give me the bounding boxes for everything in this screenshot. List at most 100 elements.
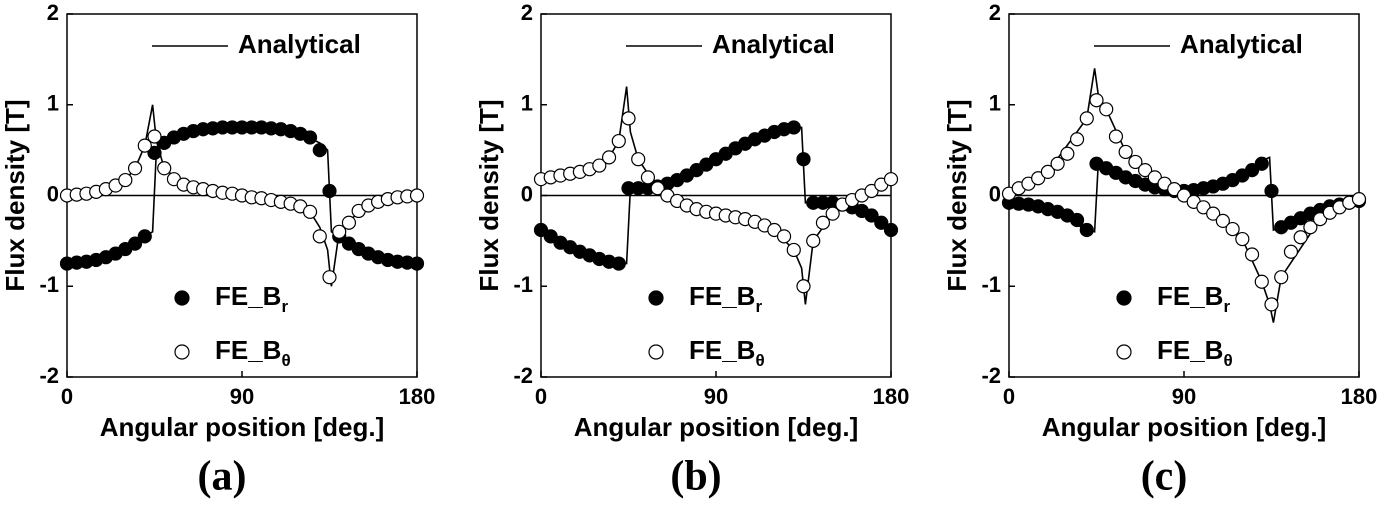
legend-marker xyxy=(1116,344,1132,360)
fe-marker xyxy=(1069,212,1085,228)
fe-marker xyxy=(1264,183,1279,199)
fe-marker xyxy=(1118,144,1133,160)
fe-marker xyxy=(806,233,821,248)
x-tick-label: 0 xyxy=(61,384,73,409)
legend-name: FE_B xyxy=(215,335,281,365)
fe-marker xyxy=(137,229,152,244)
fe-marker xyxy=(786,120,801,135)
legend-subscript: r xyxy=(1223,297,1230,316)
fe-marker xyxy=(825,206,840,221)
fe-marker xyxy=(621,111,636,126)
y-tick-label: -2 xyxy=(39,363,59,388)
panel: -2 -1 0 1 2 0 90 180 Angular position [deg.] Flux… xyxy=(0,0,435,500)
fe-marker xyxy=(611,133,626,149)
fe-marker xyxy=(1303,220,1318,235)
fe-marker xyxy=(650,181,665,196)
x-tick-label: 0 xyxy=(1003,384,1015,409)
panel: -2 -1 0 1 2 0 90 180 Angular position [deg.] Flux… xyxy=(942,0,1377,500)
x-axis-label: Angular position [deg.] xyxy=(100,412,385,442)
y-tick-label: 0 xyxy=(521,181,533,206)
fe-marker xyxy=(127,236,143,251)
y-tick-label: 0 xyxy=(47,181,59,206)
fe-marker xyxy=(1176,188,1192,203)
legend-name: FE_B xyxy=(1157,335,1223,365)
fe-marker xyxy=(1293,230,1308,245)
fe-marker xyxy=(883,222,899,238)
x-tick-label: 180 xyxy=(399,384,436,409)
fe-marker xyxy=(1351,192,1367,207)
y-tick-label: 2 xyxy=(521,0,533,25)
fe-marker xyxy=(611,256,626,271)
fe-marker xyxy=(1215,213,1230,229)
fe-marker xyxy=(1283,244,1299,259)
fe-marker xyxy=(322,183,337,199)
y-tick-label: 1 xyxy=(989,91,1001,116)
fe-marker xyxy=(1264,297,1279,312)
legend-marker xyxy=(174,344,190,360)
y-tick-label: -1 xyxy=(981,272,1001,297)
legend-label: FE_Bθ xyxy=(689,335,765,371)
legend-name: FE_B xyxy=(689,335,755,365)
panel-caption: (c) xyxy=(1141,454,1188,500)
fe-marker xyxy=(1254,274,1269,289)
legend-label: Analytical xyxy=(712,29,835,59)
legend-marker xyxy=(648,344,664,360)
panel-caption: (a) xyxy=(198,454,247,500)
fe-marker xyxy=(815,215,831,230)
fe-marker xyxy=(1031,171,1046,186)
fe-marker xyxy=(1167,182,1182,197)
fe-marker xyxy=(118,172,133,188)
fe-marker xyxy=(1196,200,1211,215)
fe-marker xyxy=(1089,93,1104,108)
legend-marker xyxy=(648,290,664,306)
x-tick-label: 90 xyxy=(1172,384,1196,409)
fe-marker xyxy=(1079,222,1094,238)
y-tick-label: -2 xyxy=(981,363,1001,388)
y-axis-label: Flux density [T] xyxy=(942,99,972,291)
fe-marker xyxy=(1108,129,1124,144)
y-tick-label: -2 xyxy=(513,363,533,388)
y-tick-label: 1 xyxy=(521,91,533,116)
fe-marker xyxy=(796,152,811,167)
panel: -2 -1 0 1 2 0 90 180 Angular position [deg.] Flux… xyxy=(474,0,909,500)
fe-marker xyxy=(1128,154,1143,170)
y-tick-label: 1 xyxy=(47,91,59,116)
fe-marker xyxy=(592,158,607,173)
legend-label: FE_Br xyxy=(689,281,762,317)
fe-marker xyxy=(864,183,879,199)
x-tick-label: 180 xyxy=(1341,384,1378,409)
x-tick-label: 180 xyxy=(873,384,910,409)
y-tick-label: 2 xyxy=(47,0,59,25)
fe-marker xyxy=(341,215,357,230)
fe-marker xyxy=(1244,162,1260,178)
fe-marker xyxy=(1225,221,1240,237)
legend-label: FE_Bθ xyxy=(1157,335,1233,371)
fe-marker xyxy=(1254,156,1269,171)
fe-marker xyxy=(796,279,811,294)
fe-marker xyxy=(1050,156,1065,171)
fe-marker xyxy=(786,242,801,258)
legend-subscript: r xyxy=(755,297,762,316)
fe-marker xyxy=(1147,170,1162,185)
x-axis-label: Angular position [deg.] xyxy=(574,412,859,442)
fe-marker xyxy=(1206,206,1221,221)
fe-marker xyxy=(1069,132,1085,147)
fe-marker xyxy=(543,229,558,244)
x-tick-label: 90 xyxy=(704,384,728,409)
fe-marker xyxy=(147,129,162,144)
fe-marker xyxy=(137,138,152,153)
fe-marker xyxy=(409,188,425,203)
fe-marker xyxy=(127,161,143,176)
x-axis-label: Angular position [deg.] xyxy=(1042,412,1327,442)
fe-marker xyxy=(1235,231,1250,247)
legend-name: FE_B xyxy=(215,281,281,311)
legend-subscript: θ xyxy=(1223,351,1232,370)
fe-marker xyxy=(767,222,782,238)
fe-marker xyxy=(302,130,318,145)
legend-label: Analytical xyxy=(1180,29,1303,59)
fe-marker xyxy=(601,150,617,165)
y-axis-label: Flux density [T] xyxy=(0,99,30,291)
y-tick-label: 2 xyxy=(989,0,1001,25)
legend-label: FE_Br xyxy=(1157,281,1230,317)
fe-marker xyxy=(1244,247,1260,262)
